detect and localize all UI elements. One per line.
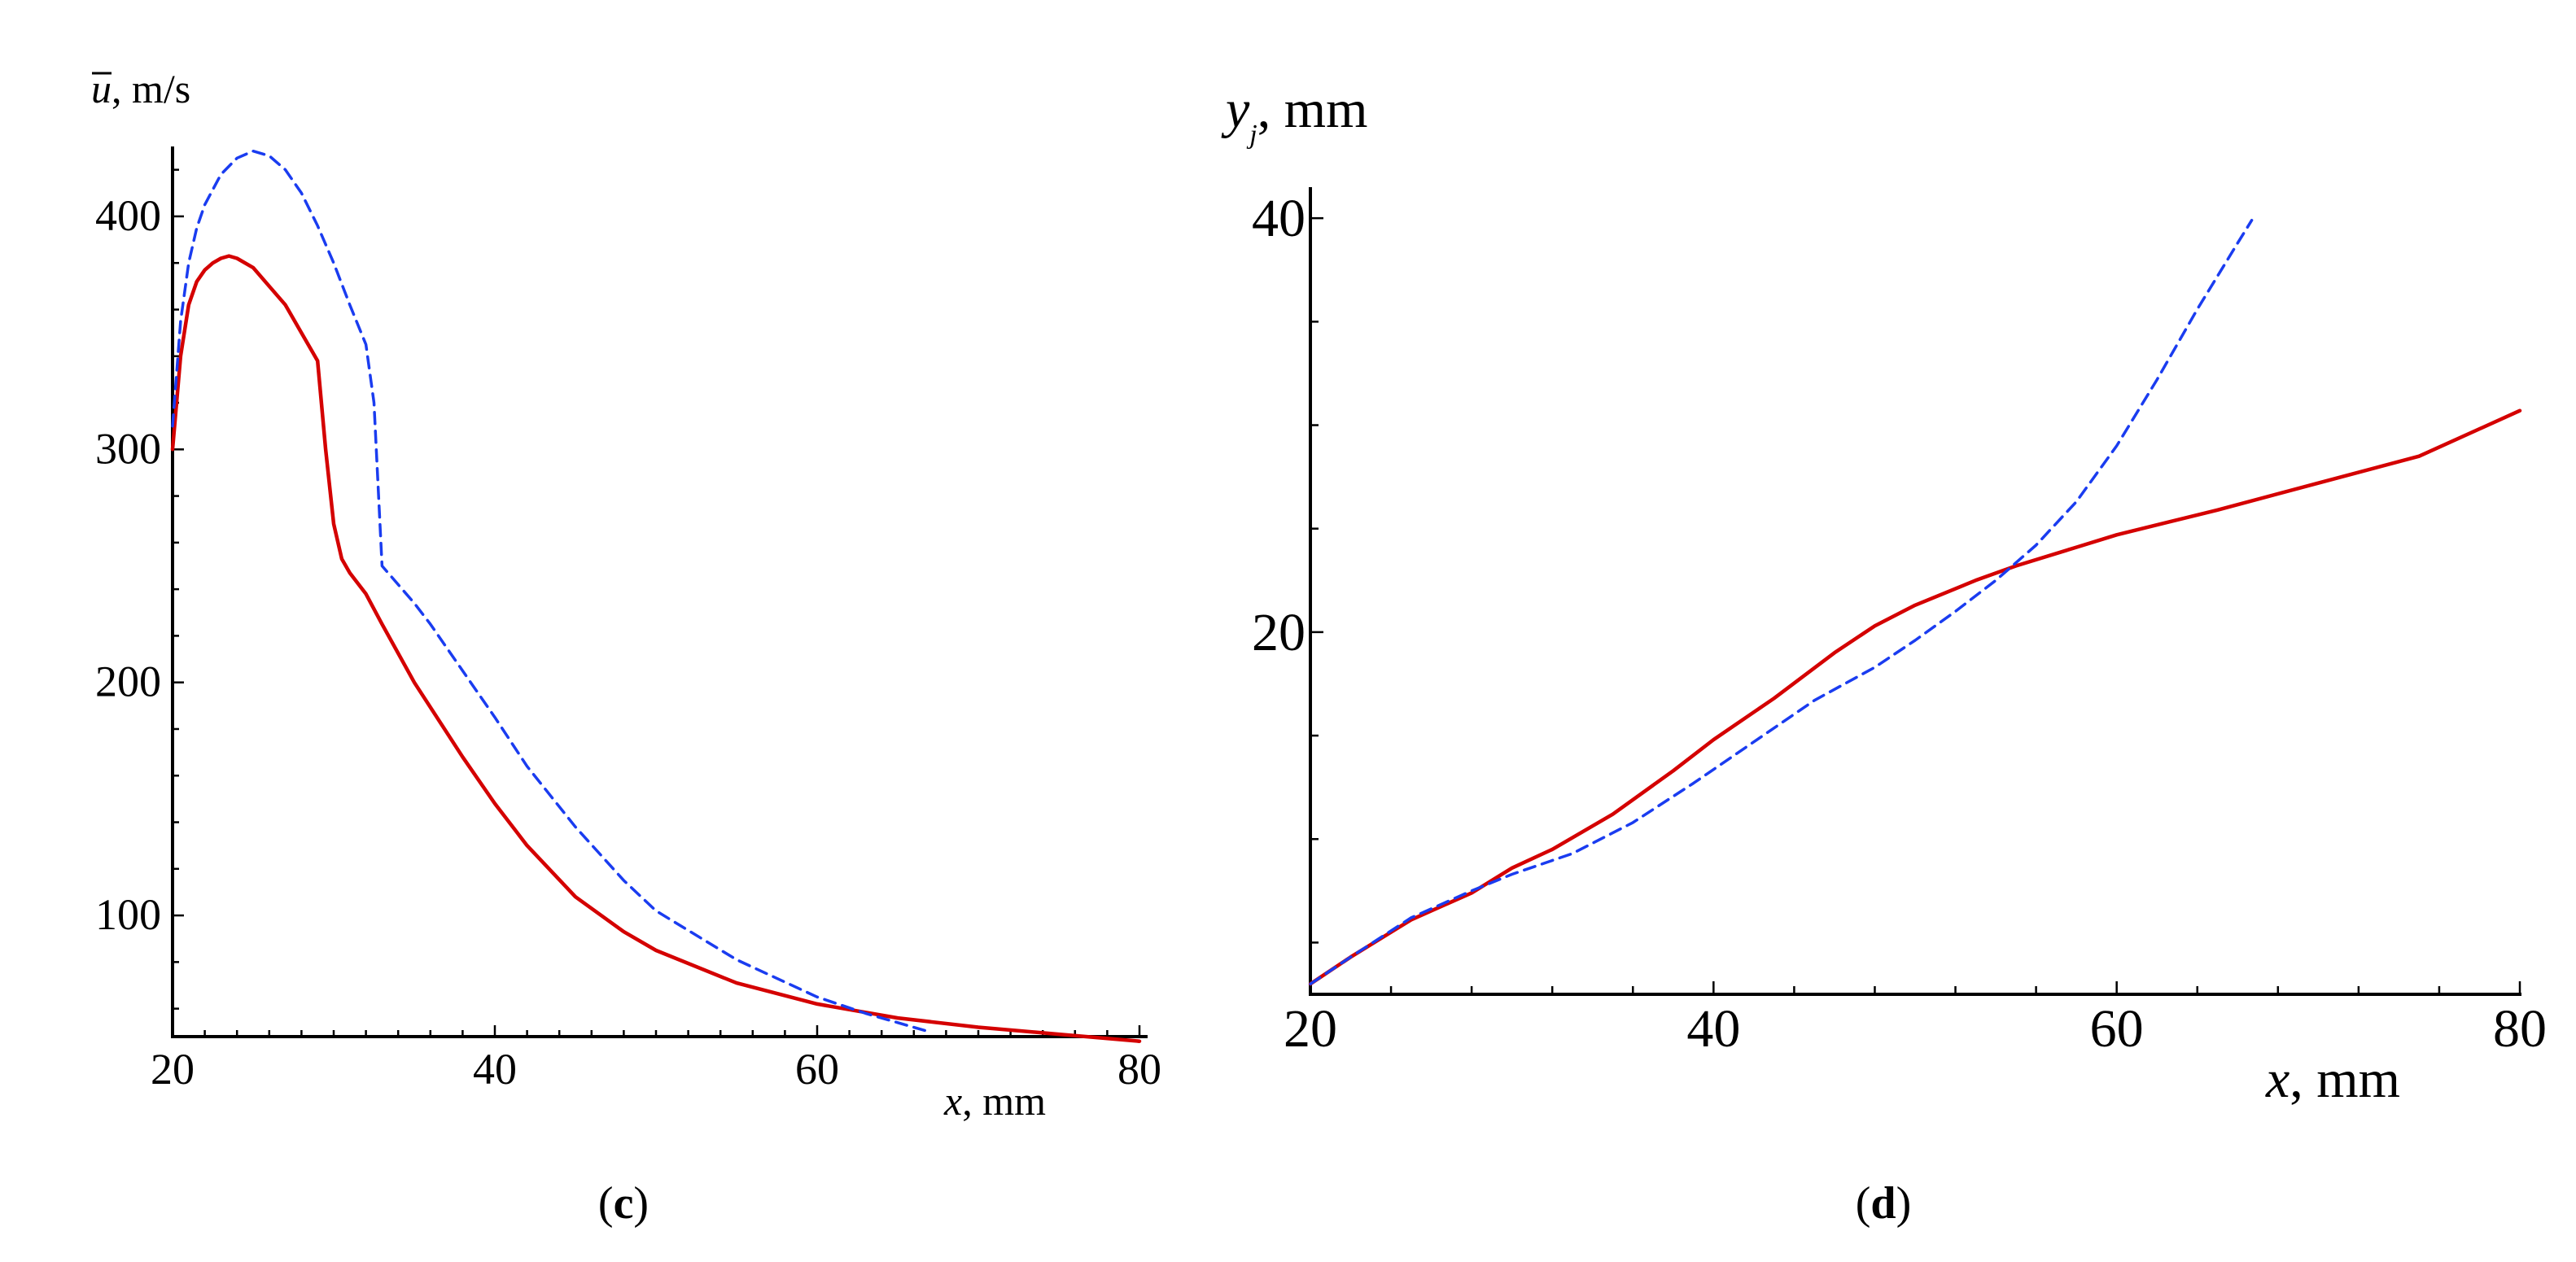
panel-c-series — [170, 149, 1142, 1043]
panel-d-x-tick-label: 80 — [2493, 999, 2547, 1059]
panel-c-x-tick-label: 60 — [795, 1045, 839, 1094]
panel-d-ticks — [1309, 216, 2521, 994]
panel-d-series — [1308, 218, 2522, 986]
panel-c-x-label-unit: , mm — [962, 1078, 1046, 1124]
panel-c-y-label-unit: , m/s — [112, 66, 190, 111]
panel-d-x-tick-label: 20 — [1284, 999, 1337, 1059]
panel-d-x-label-unit: , mm — [2290, 1050, 2400, 1109]
panel-d-x-tick-label: 60 — [2090, 999, 2144, 1059]
panel-c-y-tick-label: 400 — [95, 191, 161, 240]
panel-d-y-label-unit: , mm — [1257, 80, 1368, 139]
panel-c-y-tick-label: 300 — [95, 424, 161, 473]
panel-c-series-dashed — [171, 149, 932, 1034]
panel-c-tick-labels: 20 40 60 80 100 200 300 400 — [95, 191, 1161, 1094]
panel-d-caption-letter: d — [1870, 1178, 1896, 1229]
panel-c-series-solid — [170, 254, 1142, 1043]
panel-d-series-solid — [1308, 408, 2522, 986]
panel-d-y-label: yj, mm — [1221, 80, 1367, 150]
panel-d-caption: (d) — [1856, 1178, 1911, 1229]
panel-c-x-tick-label: 80 — [1117, 1045, 1161, 1094]
panel-c-y-tick-label: 200 — [95, 657, 161, 706]
panel-c-caption-letter: c — [614, 1178, 634, 1229]
panel-d-series-dashed — [1309, 218, 2254, 986]
panel-d-x-tick-label: 40 — [1686, 999, 1740, 1059]
panel-d-x-label-var: x — [2265, 1050, 2290, 1109]
panel-c-x-tick-label: 40 — [473, 1045, 517, 1094]
panel-d-y-label-sub: j — [1246, 120, 1257, 150]
panel-d-y-label-var: y — [1221, 80, 1250, 139]
panel-d-y-tick-label: 20 — [1252, 603, 1305, 662]
panel-c-caption: (c) — [598, 1178, 649, 1229]
panel-c-x-label-var: x — [943, 1078, 962, 1124]
panel-c-ticks — [171, 168, 1141, 1037]
panel-c-y-tick-label: 100 — [95, 890, 161, 939]
panel-d-y-tick-label: 40 — [1252, 189, 1305, 248]
panel-d-tick-labels: 20 40 60 80 20 40 — [1252, 189, 2547, 1059]
panel-d-x-label: x, mm — [2265, 1050, 2400, 1109]
panel-c-x-label: x, mm — [943, 1078, 1046, 1124]
panel-c-x-tick-label: 20 — [151, 1045, 195, 1094]
